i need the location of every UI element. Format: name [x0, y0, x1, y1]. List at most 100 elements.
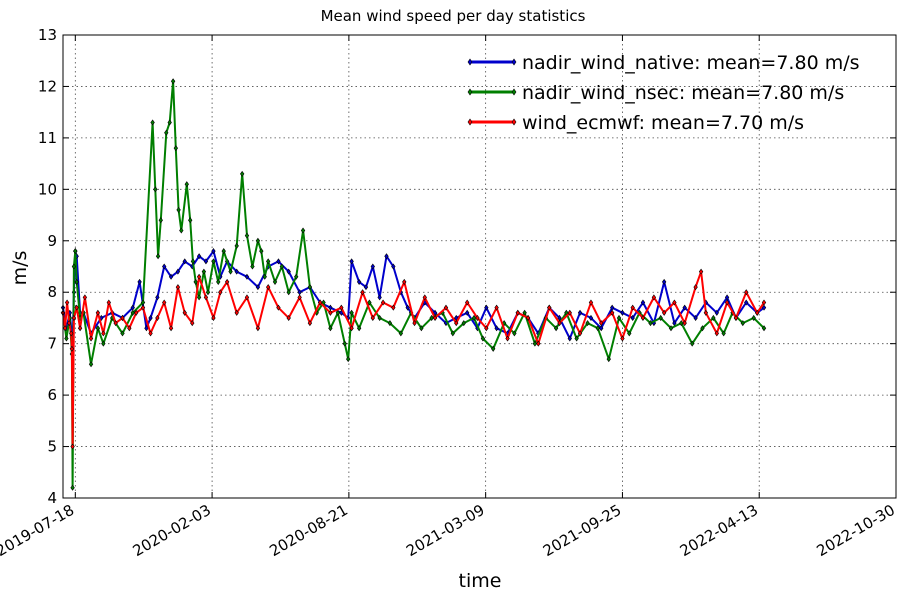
data-point — [402, 278, 407, 285]
data-point — [342, 340, 347, 347]
data-point — [179, 227, 184, 234]
data-point — [266, 284, 271, 291]
data-point — [682, 320, 687, 327]
data-point — [377, 314, 382, 321]
x-tick-label: 2021-09-25 — [540, 501, 625, 560]
data-point — [82, 294, 88, 301]
data-point — [77, 325, 83, 332]
data-point — [620, 335, 625, 342]
series-lines — [60, 78, 767, 491]
data-point — [693, 314, 698, 321]
data-point — [620, 309, 625, 316]
data-point — [224, 278, 230, 285]
data-point — [101, 330, 106, 337]
data-point — [599, 325, 604, 332]
data-point — [679, 320, 684, 327]
data-point — [158, 217, 163, 224]
data-point — [714, 330, 719, 337]
data-point — [367, 299, 372, 306]
data-point — [700, 325, 705, 332]
data-point — [391, 263, 396, 270]
y-tick-label: 8 — [47, 283, 57, 301]
data-point — [148, 314, 153, 321]
data-point — [567, 335, 572, 342]
y-axis-label: m/s — [9, 251, 31, 286]
data-point — [234, 242, 239, 249]
data-point — [599, 320, 604, 327]
data-point — [175, 268, 181, 275]
x-tick-labels: 2019-07-18 2020-02-03 2020-08-21 2021-03-09… — [0, 501, 898, 560]
data-point — [88, 335, 94, 342]
data-point — [405, 304, 410, 311]
data-point — [300, 227, 306, 234]
data-point — [276, 304, 281, 311]
data-point — [349, 309, 354, 316]
data-point — [276, 258, 281, 265]
data-point — [465, 309, 470, 316]
data-point — [682, 304, 687, 311]
data-point — [595, 325, 600, 332]
data-point — [377, 294, 382, 301]
data-point — [211, 248, 216, 255]
x-tick-label: 2022-04-13 — [677, 501, 762, 560]
data-point — [148, 330, 153, 337]
data-point — [349, 258, 354, 265]
data-point — [188, 217, 193, 224]
data-point — [515, 309, 520, 316]
data-point — [73, 248, 78, 255]
data-point — [203, 294, 209, 301]
data-point — [106, 299, 111, 306]
data-point — [553, 325, 559, 332]
data-point — [153, 186, 158, 193]
data-point — [429, 314, 434, 321]
data-point — [196, 294, 202, 301]
data-point — [216, 278, 221, 285]
data-point — [307, 320, 313, 327]
data-point — [577, 309, 583, 316]
data-point — [259, 248, 264, 255]
data-point — [610, 309, 615, 316]
data-point — [630, 314, 635, 321]
data-point — [744, 299, 749, 306]
data-point — [196, 273, 202, 280]
series-line — [62, 80, 765, 489]
data-point — [724, 299, 730, 306]
data-point — [294, 273, 299, 280]
data-point — [137, 278, 142, 285]
data-point — [505, 335, 510, 342]
data-point — [668, 325, 674, 332]
data-point — [193, 278, 198, 285]
data-point — [113, 320, 118, 327]
data-point — [547, 304, 552, 311]
data-point — [363, 284, 369, 291]
data-point — [494, 304, 499, 311]
data-point — [64, 299, 70, 306]
legend-label: wind_ecmwf: mean=7.70 m/s — [522, 112, 804, 134]
data-point — [557, 320, 562, 327]
legend-marker — [467, 58, 473, 66]
data-point — [690, 340, 695, 347]
data-point — [494, 325, 499, 332]
data-point — [711, 314, 716, 321]
data-point — [66, 320, 72, 327]
data-point — [272, 278, 278, 285]
data-point — [221, 248, 226, 255]
data-point — [286, 289, 291, 296]
data-point — [525, 314, 531, 321]
data-point — [70, 484, 75, 491]
data-point — [346, 356, 351, 363]
grid — [63, 34, 897, 499]
legend: nadir_wind_native: mean=7.80 m/s nadir_wi… — [467, 52, 860, 134]
data-point — [661, 309, 667, 316]
data-point — [69, 345, 75, 352]
data-point — [714, 309, 719, 316]
data-point — [761, 325, 767, 332]
legend-label: nadir_wind_nsec: mean=7.80 m/s — [522, 82, 844, 104]
data-point — [286, 314, 291, 321]
data-point — [484, 304, 489, 311]
data-point — [62, 325, 68, 332]
data-point — [95, 309, 101, 316]
data-point — [567, 309, 572, 316]
y-tick-label: 7 — [47, 335, 57, 353]
y-tick-label: 12 — [38, 77, 57, 95]
